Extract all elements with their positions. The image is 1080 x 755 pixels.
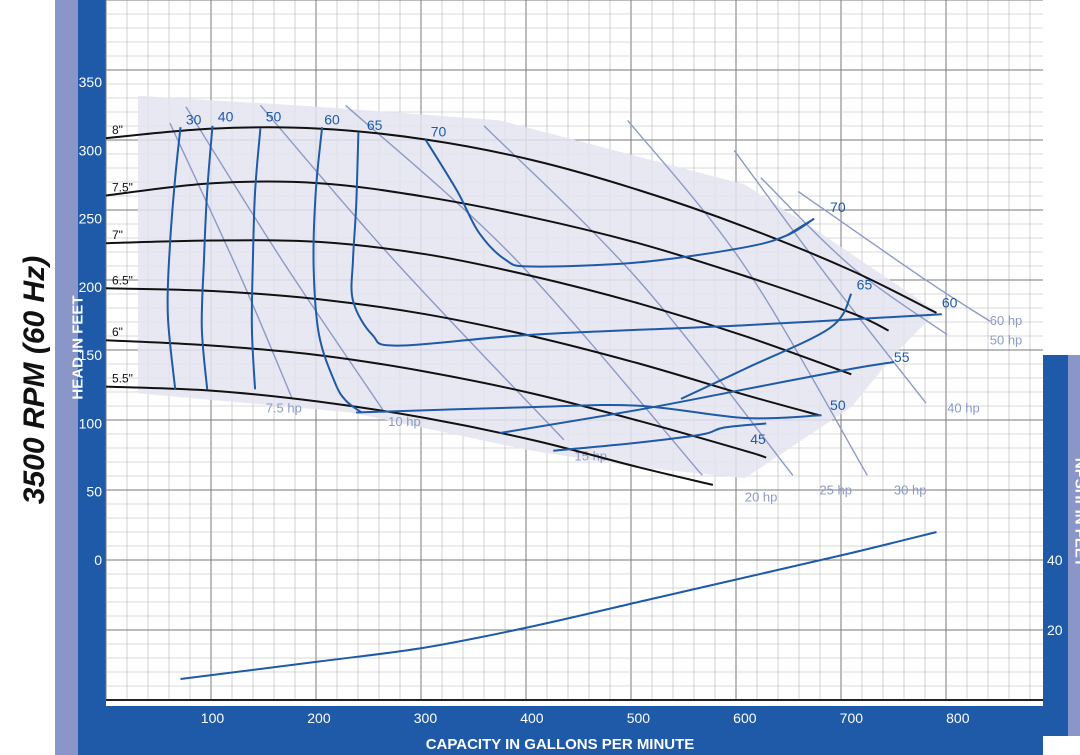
frame-bottom (78, 706, 1043, 736)
hp-label: 20 hp (745, 489, 778, 504)
x-axis-title-band (78, 736, 1043, 755)
efficiency-label: 55 (894, 349, 910, 365)
hp-line (627, 119, 868, 476)
operating-region (137, 95, 937, 479)
x-tick-label: 300 (414, 710, 438, 726)
y-tick-label: 0 (94, 552, 102, 568)
hp-label: 25 hp (819, 482, 852, 497)
chart-side-title: 3500 RPM (60 Hz) (18, 255, 51, 505)
npsh-tick-label: 40 (1047, 552, 1063, 568)
efficiency-label: 40 (218, 109, 234, 125)
y-tick-label: 100 (79, 415, 103, 431)
efficiency-label: 45 (750, 431, 766, 447)
hp-label: 50 hp (990, 332, 1023, 347)
x-tick-label: 100 (201, 710, 225, 726)
hp-line (797, 190, 991, 322)
npsh-tick-label: 20 (1047, 622, 1063, 638)
hp-label: 10 hp (388, 414, 421, 429)
head-curve (105, 287, 820, 417)
efficiency-curve (356, 403, 822, 420)
left-side-band (55, 0, 80, 755)
efficiency-curve (499, 361, 895, 434)
hp-line (760, 177, 948, 336)
x-tick-label: 600 (733, 710, 757, 726)
head-curve (105, 180, 890, 332)
y-tick-label: 250 (79, 211, 103, 227)
y-tick-label: 300 (79, 142, 103, 158)
efficiency-label: 65 (367, 117, 383, 133)
efficiency-curve (553, 422, 767, 452)
hp-label: 7.5 hp (266, 401, 302, 416)
efficiency-curve (424, 138, 815, 268)
efficiency-curve (250, 128, 262, 390)
efficiency-curve (312, 127, 363, 414)
efficiency-label: 65 (857, 277, 873, 293)
x-axis-title: CAPACITY IN GALLONS PER MINUTE (425, 736, 695, 753)
hp-line (259, 104, 565, 441)
operating-region-shape (137, 95, 937, 479)
npsh-curve-line (180, 531, 937, 680)
impeller-diameter-label: 8" (112, 123, 123, 137)
y-tick-label: 150 (79, 347, 103, 363)
efficiency-curve (680, 293, 853, 400)
hp-label: 15 hp (575, 448, 608, 463)
head-curve (105, 126, 937, 314)
x-tick-label: 200 (307, 710, 331, 726)
impeller-diameter-label: 7" (112, 228, 123, 242)
hp-line (345, 104, 703, 476)
efficiency-curve (166, 127, 182, 390)
impeller-diameter-label: 7.5" (112, 180, 133, 194)
impeller-diameter-label: 6.5" (112, 273, 133, 287)
y-axis-title: HEAD IN FEET (69, 295, 87, 400)
impeller-diameter-label: 6" (112, 325, 123, 339)
horsepower-lines: 7.5 hp 10 hp 15 hp 20 hp 25 hp 30 hp 40 hp 50 h… (169, 104, 1023, 504)
hp-line (169, 122, 293, 400)
hp-label: 60 hp (990, 313, 1023, 328)
npsh-axis-title: NPSHr IN FEET (1071, 457, 1080, 568)
hp-label: 40 hp (947, 401, 980, 416)
x-tick-label: 500 (627, 710, 651, 726)
efficiency-label: 70 (830, 199, 846, 215)
head-curve (105, 339, 767, 459)
efficiency-curve (200, 125, 214, 390)
hp-line (185, 106, 384, 411)
efficiency-label: 60 (324, 111, 340, 127)
efficiency-label: 50 (266, 109, 282, 125)
impeller-diameter-label: 5.5" (112, 372, 133, 386)
head-curves: 8" 7.5" 7" 6.5" 6" 5.5" (105, 123, 937, 486)
y-tick-label: 50 (86, 484, 102, 500)
y-tick-label: 200 (79, 279, 103, 295)
efficiency-label: 60 (942, 294, 958, 310)
frame-left (78, 0, 106, 736)
npsh-curve (180, 531, 937, 680)
x-tick-label: 700 (840, 710, 864, 726)
x-tick-label: 800 (946, 710, 970, 726)
efficiency-label: 70 (431, 124, 447, 140)
efficiency-curve (786, 217, 815, 236)
efficiency-curves: 30 40 50 60 65 70 70 65 60 55 50 45 (166, 109, 958, 452)
right-side-band (1068, 355, 1080, 736)
efficiency-label: 50 (830, 397, 846, 413)
head-curve (105, 239, 852, 376)
x-tick-label: 400 (520, 710, 544, 726)
efficiency-label: 30 (186, 111, 202, 127)
hp-label: 30 hp (894, 482, 927, 497)
hp-line (483, 125, 794, 476)
axis-ticks: 100 200 300 400 500 600 700 800 0 50 100 150 200 250 3… (79, 74, 1063, 726)
efficiency-curve (350, 132, 942, 347)
head-curve (105, 385, 714, 486)
y-tick-label: 350 (79, 74, 103, 90)
hp-line (733, 149, 927, 404)
